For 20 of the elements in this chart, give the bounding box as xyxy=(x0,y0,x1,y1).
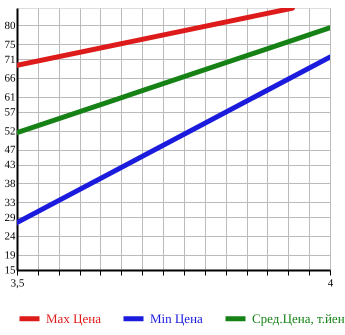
y-tick-label: 19 xyxy=(4,249,16,262)
legend-label: Сред.Цена, т.йен xyxy=(252,310,345,326)
y-tick-label: 24 xyxy=(4,230,16,243)
y-tick-label: 33 xyxy=(4,196,16,209)
y-tick-label: 15 xyxy=(4,264,16,276)
x-tick-label: 3,5 xyxy=(10,278,25,290)
y-tick-label: 80 xyxy=(4,20,16,32)
y-tick-label: 43 xyxy=(4,159,16,172)
legend-label: Max Цена xyxy=(46,310,102,326)
y-tick-label: 57 xyxy=(4,106,16,118)
y-tick-label: 61 xyxy=(4,91,16,104)
y-tick-label: 71 xyxy=(4,54,16,66)
y-tick-label: 29 xyxy=(4,212,16,224)
y-tick-label: 38 xyxy=(4,178,16,190)
y-tick-label: 75 xyxy=(4,38,16,51)
x-tick-label: 4 xyxy=(328,278,334,290)
y-tick-label: 52 xyxy=(4,125,16,138)
y-tick-label: 47 xyxy=(4,144,16,156)
y-tick-label: 66 xyxy=(4,72,16,85)
legend-label: Min Цена xyxy=(150,310,204,326)
